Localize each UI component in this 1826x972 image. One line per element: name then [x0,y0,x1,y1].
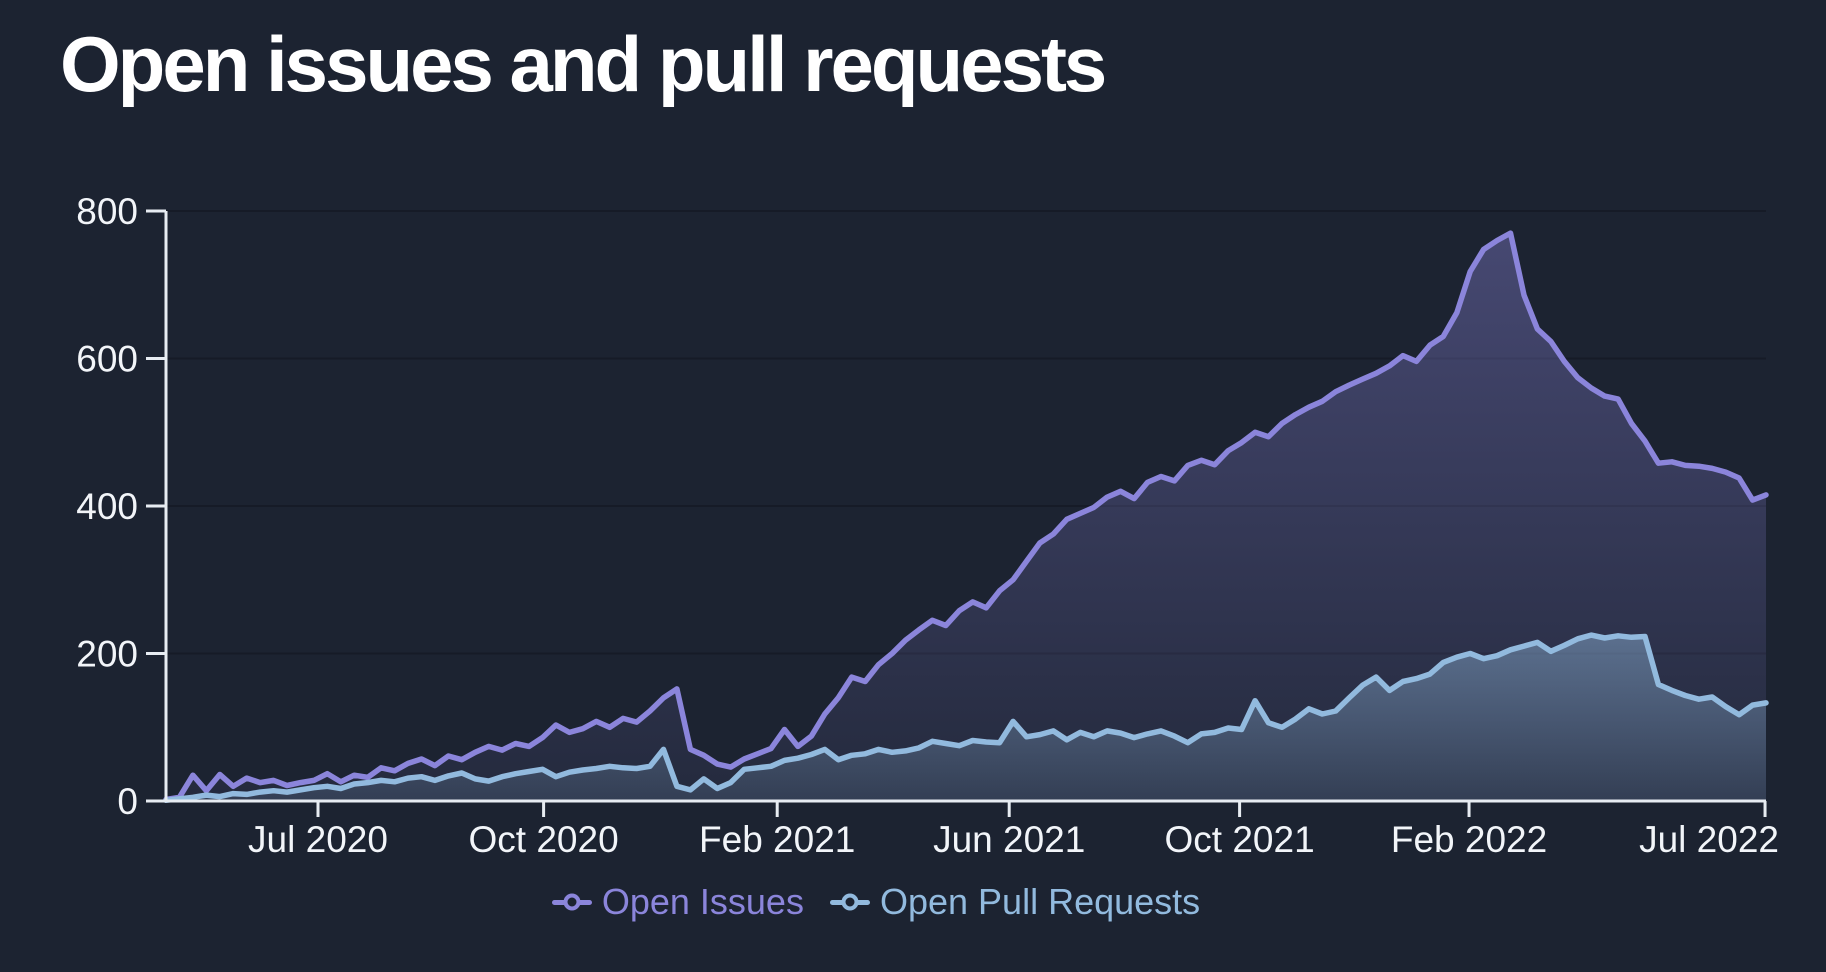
legend: Open Issues Open Pull Requests [0,884,1789,920]
x-tick-label: Jun 2021 [933,819,1085,860]
x-tick-label: Feb 2022 [1391,819,1547,860]
legend-label-open-issues: Open Issues [601,881,804,922]
x-tick-label: Jul 2020 [248,819,388,860]
x-tick-label: Jul 2022 [1639,819,1779,860]
legend-label-open-pull-requests: Open Pull Requests [879,881,1201,922]
x-tick-label: Oct 2021 [1165,819,1315,860]
legend-item-open-issues[interactable]: Open Issues [551,881,804,922]
open-issues-area [166,233,1766,802]
chart-title: Open issues and pull requests [60,20,1107,108]
open-pull-requests-area [166,635,1766,801]
x-tick-label: Feb 2021 [699,819,855,860]
x-tick-label: Oct 2020 [469,819,619,860]
y-tick-label: 200 [76,634,138,675]
y-tick-label: 800 [76,191,138,232]
open-issues-legend-marker-icon [551,893,592,911]
legend-item-open-pull-requests[interactable]: Open Pull Requests [829,881,1201,922]
open-pull-requests-line [163,632,1769,804]
y-tick-label: 0 [117,781,138,822]
open-issues-line [163,230,1769,803]
y-tick-label: 400 [76,486,138,527]
open-pull-requests-legend-marker-icon [829,893,870,911]
y-tick-label: 600 [76,339,138,380]
